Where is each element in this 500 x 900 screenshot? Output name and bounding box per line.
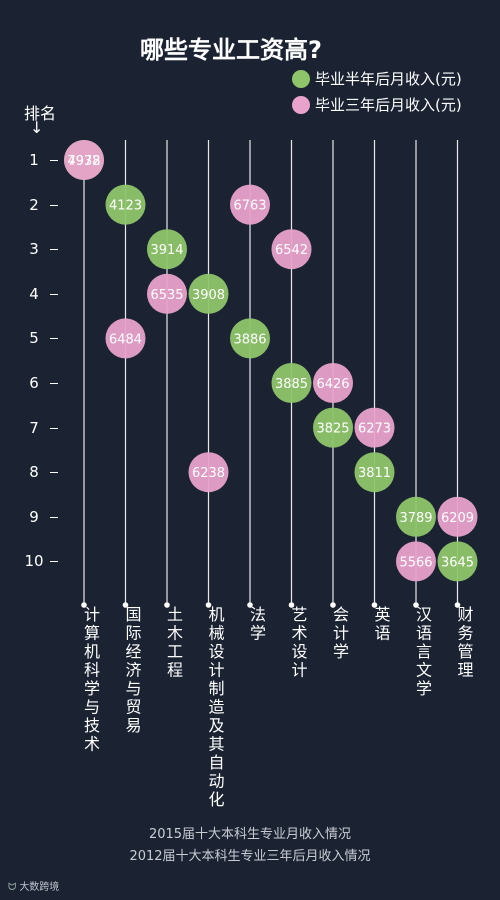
three-year-point	[437, 496, 478, 537]
major-axis-dot	[371, 602, 378, 608]
half-year-value-label: 3811	[358, 466, 391, 481]
half-year-point	[188, 273, 229, 314]
half-year-value-label: 4123	[109, 199, 142, 214]
major-label: 汉语言文学	[416, 605, 432, 698]
half-year-point	[230, 318, 270, 359]
rank-label: 3	[29, 240, 39, 259]
three-year-value-label: 6484	[109, 332, 142, 347]
major-axis-dot	[164, 602, 170, 608]
rank-label: 1	[29, 151, 39, 169]
rank-tick	[50, 293, 58, 295]
major-label: 会计学	[333, 605, 349, 661]
rank-label: 2	[29, 195, 39, 214]
major-label: 国际经济与贸易	[125, 605, 141, 735]
three-year-point	[147, 273, 187, 314]
major-axis-dot	[330, 602, 336, 608]
brand-text: 大数跨境	[19, 882, 60, 893]
major-label: 土木工程	[167, 605, 183, 680]
major-axis-dot	[81, 602, 87, 608]
three-year-point	[354, 407, 395, 448]
three-year-value-label: 6542	[275, 243, 308, 258]
half-year-value-label: 3789	[399, 511, 432, 526]
rank-tick	[50, 383, 58, 384]
three-year-point	[188, 452, 229, 493]
three-year-point	[64, 140, 104, 180]
legend-item-half-year: 毕业半年后月收入(元)	[292, 68, 462, 89]
brand-logo-icon: ᗢ	[8, 882, 17, 893]
footer-line-2: 2012届十大本科生专业三年后月收入情况	[129, 849, 371, 864]
rank-tick	[50, 561, 58, 563]
legend-label-three-year: 毕业三年后月收入(元)	[315, 96, 462, 114]
major-axis-dot	[288, 602, 295, 608]
three-year-value-label: 7932	[67, 154, 100, 169]
half-year-point	[313, 407, 353, 448]
rank-tick	[50, 204, 58, 206]
rank-label: 6	[29, 374, 39, 392]
half-year-value-label: 3886	[233, 332, 266, 347]
rank-axis-arrow-icon: ↓	[30, 118, 44, 137]
rank-tick	[50, 160, 58, 161]
three-year-point	[396, 541, 436, 582]
major-label: 机械设计制造及其自动化	[208, 605, 224, 809]
half-year-point	[271, 363, 312, 403]
brand-mark: ᗢ 大数跨境	[8, 878, 59, 893]
legend-label-half-year: 毕业半年后月收入(元)	[315, 70, 462, 88]
major-label: 英语	[374, 605, 390, 643]
major-axis-dot	[454, 602, 461, 608]
three-year-value-label: 6209	[441, 511, 474, 526]
three-year-value-label: 5566	[399, 555, 432, 570]
half-year-value-label: 3825	[316, 422, 349, 437]
three-year-point	[230, 184, 270, 225]
half-year-point	[105, 184, 146, 225]
rank-label: 10	[24, 552, 44, 571]
three-year-value-label: 6238	[192, 466, 225, 481]
three-year-value-label: 6535	[150, 288, 183, 303]
rank-label: 8	[29, 463, 39, 482]
major-label: 艺术设计	[291, 605, 307, 680]
legend-swatch-green	[292, 69, 310, 88]
half-year-point	[437, 541, 478, 582]
three-year-point	[313, 363, 353, 403]
rank-tick	[50, 338, 58, 340]
three-year-value-label: 6273	[358, 422, 391, 437]
rank-label: 7	[29, 418, 39, 437]
half-year-value-label: 4978	[67, 154, 100, 169]
half-year-point	[396, 496, 436, 537]
major-axis-dot	[205, 602, 212, 608]
major-label: 财务管理	[457, 605, 473, 680]
half-year-value-label: 3914	[150, 243, 183, 258]
three-year-point	[105, 318, 146, 359]
legend-item-three-year: 毕业三年后月收入(元)	[292, 94, 462, 115]
major-label: 法学	[250, 605, 266, 643]
half-year-value-label: 3885	[275, 377, 308, 392]
half-year-value-label: 3908	[192, 288, 225, 303]
three-year-value-label: 6763	[233, 199, 266, 214]
rank-axis-label: 排名	[24, 104, 57, 123]
legend-swatch-pink	[292, 95, 310, 114]
footer-line-1: 2015届十大本科生专业月收入情况	[148, 827, 352, 842]
rank-label: 5	[29, 329, 39, 348]
rank-tick	[50, 249, 58, 251]
rank-tick	[50, 472, 58, 474]
half-year-point	[147, 229, 187, 270]
major-axis-dot	[413, 602, 419, 608]
rank-label: 9	[29, 507, 39, 526]
chart-title: 哪些专业工资高?	[140, 36, 322, 64]
major-label: 计算机科学与技术	[84, 605, 100, 754]
half-year-point	[354, 452, 395, 493]
major-axis-dot	[122, 602, 129, 608]
three-year-value-label: 6426	[316, 377, 349, 392]
rank-tick	[50, 427, 58, 429]
rank-label: 4	[29, 284, 39, 303]
major-axis-dot	[247, 602, 253, 608]
rank-tick	[50, 516, 58, 518]
half-year-value-label: 3645	[441, 555, 474, 570]
three-year-point	[271, 229, 312, 270]
